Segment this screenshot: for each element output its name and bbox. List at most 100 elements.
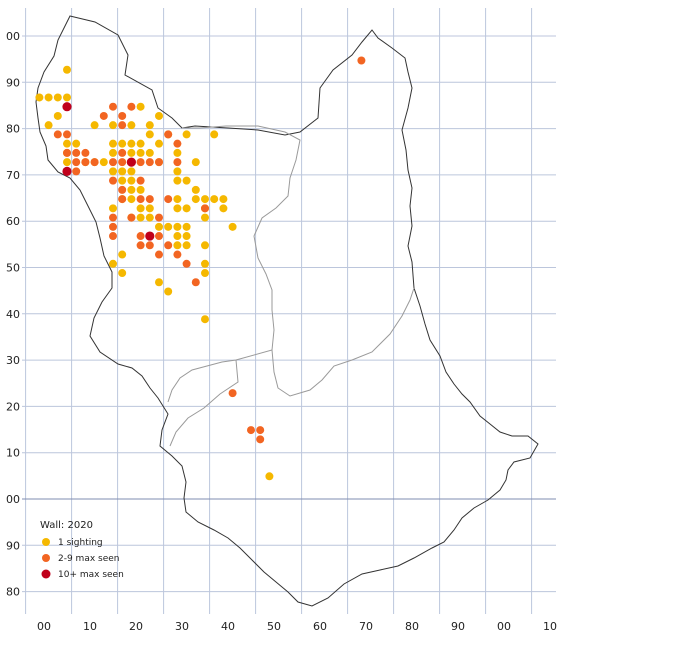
sighting-point <box>127 102 136 111</box>
sighting-point <box>191 185 200 194</box>
sighting-point <box>81 158 90 167</box>
sighting-point <box>99 111 108 120</box>
sighting-point <box>109 148 117 157</box>
x-axis-tick-label: 80 <box>405 620 419 633</box>
district-boundary-west <box>169 359 239 447</box>
sighting-point <box>182 176 191 185</box>
sighting-point <box>145 241 154 250</box>
sighting-point <box>191 158 200 167</box>
sighting-point <box>219 204 228 213</box>
sighting-point <box>118 121 127 130</box>
sighting-point <box>109 204 117 213</box>
x-axis-tick-label: 60 <box>313 620 327 633</box>
sighting-point <box>201 315 209 324</box>
sighting-point <box>155 139 163 148</box>
district-boundary-south <box>271 287 415 397</box>
sighting-point <box>256 426 265 435</box>
y-axis-tick-label: 50 <box>6 262 20 275</box>
sighting-point <box>145 213 154 222</box>
sighting-point <box>247 426 255 435</box>
sighting-point <box>118 158 127 167</box>
sighting-point <box>201 259 209 268</box>
x-axis-tick-label: 10 <box>543 620 557 633</box>
sighting-point <box>173 241 182 250</box>
sighting-point <box>145 204 154 213</box>
sighting-point <box>201 241 209 250</box>
sighting-point <box>35 93 44 102</box>
sighting-point <box>173 232 182 241</box>
sighting-point <box>145 231 155 241</box>
sighting-point <box>118 111 127 120</box>
sighting-point <box>109 121 117 130</box>
sighting-point <box>118 167 127 176</box>
sighting-point <box>62 166 72 176</box>
sighting-point <box>145 130 154 139</box>
sighting-point <box>182 232 191 241</box>
sighting-point <box>155 111 163 120</box>
legend-swatch-one-sighting <box>42 538 50 546</box>
legend-label-one-sighting: 1 sighting <box>58 538 103 548</box>
sighting-point <box>182 222 191 231</box>
sighting-point <box>219 195 228 204</box>
legend-swatch-ten-plus <box>41 569 51 579</box>
sighting-point <box>63 130 71 139</box>
sighting-point <box>72 148 81 157</box>
sighting-point <box>63 148 71 157</box>
sighting-point <box>62 102 72 112</box>
legend-title: Wall: 2020 <box>40 520 93 531</box>
sighting-point <box>99 158 108 167</box>
outer-boundary <box>35 15 539 607</box>
sighting-point <box>63 139 71 148</box>
sighting-point <box>136 148 145 157</box>
sighting-point <box>228 389 237 398</box>
sighting-point <box>53 93 62 102</box>
y-axis-tick-label: 30 <box>6 354 20 367</box>
sighting-point <box>182 259 191 268</box>
sighting-point <box>136 176 145 185</box>
sighting-point <box>118 139 127 148</box>
sighting-point <box>136 213 145 222</box>
y-axis-tick-label: 20 <box>6 400 20 413</box>
sighting-point <box>81 148 90 157</box>
sighting-point <box>118 250 127 259</box>
sighting-point <box>109 167 117 176</box>
sighting-point <box>109 176 117 185</box>
sighting-point <box>182 204 191 213</box>
sighting-point <box>173 204 182 213</box>
sighting-point <box>201 195 209 204</box>
sighting-point <box>164 195 173 204</box>
y-axis-tick-label: 90 <box>6 76 20 89</box>
sighting-point <box>145 121 154 130</box>
sighting-point <box>109 222 117 231</box>
sighting-point <box>53 130 62 139</box>
sighting-point <box>127 195 136 204</box>
sighting-point <box>136 158 145 167</box>
sighting-point <box>164 241 173 250</box>
sighting-point <box>164 130 173 139</box>
legend-label-two-to-nine: 2-9 max seen <box>58 554 120 564</box>
county-boundary <box>35 15 539 607</box>
sighting-point <box>72 139 81 148</box>
sighting-point <box>136 139 145 148</box>
sighting-point <box>44 93 53 102</box>
sighting-point <box>127 176 136 185</box>
x-axis-tick-label: 00 <box>37 620 51 633</box>
sighting-point <box>210 195 219 204</box>
sighting-point <box>109 213 117 222</box>
sighting-point <box>357 56 366 65</box>
sighting-point <box>136 185 145 194</box>
x-axis-tick-label: 30 <box>175 620 189 633</box>
legend: Wall: 2020 1 sighting 2-9 max seen 10+ m… <box>40 520 124 580</box>
sighting-point <box>201 269 209 278</box>
sighting-point <box>173 195 182 204</box>
sighting-point <box>136 102 145 111</box>
y-axis-tick-label: 00 <box>6 493 20 506</box>
sighting-point <box>63 158 71 167</box>
sighting-point <box>173 250 182 259</box>
sighting-point <box>201 213 209 222</box>
sighting-point <box>109 102 117 111</box>
sighting-point <box>44 121 53 130</box>
y-axis-tick-label: 80 <box>6 586 20 599</box>
x-axis-tick-label: 20 <box>129 620 143 633</box>
